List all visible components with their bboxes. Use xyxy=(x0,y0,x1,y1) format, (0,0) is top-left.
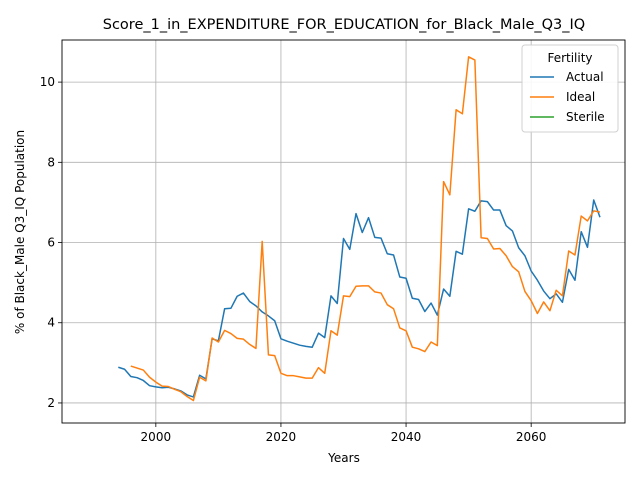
legend-label-ideal: Ideal xyxy=(566,90,595,104)
y-tick-label: 6 xyxy=(47,236,55,250)
series-line-actual xyxy=(118,199,601,398)
x-tick-label: 2000 xyxy=(141,430,172,444)
plot-frame xyxy=(61,39,626,424)
y-tick-label: 8 xyxy=(47,155,55,169)
x-tick-label: 2060 xyxy=(516,430,547,444)
series-line-ideal xyxy=(130,56,601,402)
y-axis-label: % of Black_Male Q3_IQ Population xyxy=(13,130,27,334)
legend-label-actual: Actual xyxy=(566,70,604,84)
legend: Fertility Actual Ideal Sterile xyxy=(521,44,619,133)
y-tick-label: 10 xyxy=(40,75,55,89)
legend-label-sterile: Sterile xyxy=(566,110,605,124)
legend-title: Fertility xyxy=(547,51,592,65)
chart-title: Score_1_in_EXPENDITURE_FOR_EDUCATION_for… xyxy=(103,17,585,33)
y-tick-label: 4 xyxy=(47,316,55,330)
x-tick-label: 2040 xyxy=(391,430,422,444)
legend-entries: Actual Ideal Sterile xyxy=(530,70,605,124)
axis-ticks: 2000 2020 2040 2060 2 4 6 8 10 xyxy=(40,75,547,444)
legend-frame xyxy=(521,44,619,133)
y-tick-label: 2 xyxy=(47,396,55,410)
series-lines xyxy=(118,56,601,402)
x-tick-label: 2020 xyxy=(266,430,297,444)
x-axis-label: Years xyxy=(327,451,360,465)
